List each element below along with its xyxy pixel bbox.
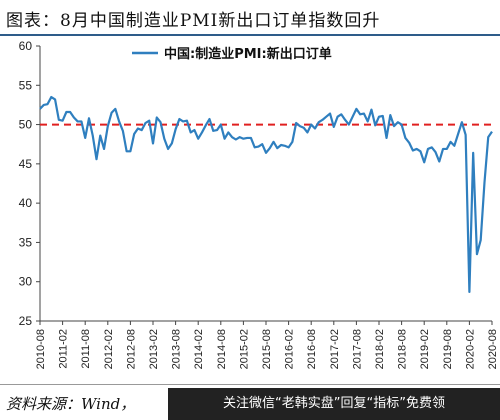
x-tick-label: 2013-08	[171, 329, 183, 369]
y-tick-label: 45	[19, 157, 33, 171]
x-tick-label: 2014-02	[193, 329, 205, 369]
x-tick-label: 2015-02	[238, 329, 250, 369]
title-divider	[0, 34, 500, 36]
x-tick-label: 2011-02	[58, 329, 70, 369]
x-tick-label: 2012-08	[125, 329, 137, 369]
legend-label: 中国:制造业PMI:新出口订单	[164, 46, 332, 62]
y-axis: 25 30 35 40 45 50 55 60	[19, 39, 41, 328]
page-title: 图表：8月中国制造业PMI新出口订单指数回升	[6, 11, 381, 31]
y-tick-label: 40	[19, 196, 33, 210]
promo-banner: 关注微信“老韩实盘”回复“指标”免费领	[168, 388, 500, 420]
x-tick-label: 2013-02	[148, 329, 160, 369]
x-tick-label: 2014-08	[216, 329, 228, 369]
x-tick-label: 2019-02	[419, 329, 431, 369]
x-tick-label: 2017-02	[329, 329, 341, 369]
y-tick-label: 30	[19, 275, 33, 289]
y-tick-label: 50	[19, 118, 33, 132]
x-tick-label: 2018-02	[374, 329, 386, 369]
x-tick-label: 2012-02	[103, 329, 115, 369]
x-tick-label: 2017-08	[351, 329, 363, 369]
x-axis: 2010-08 2011-02 2011-08 2012-02 2012-08 2013-…	[35, 320, 499, 369]
x-tick-label: 2020-08	[487, 329, 499, 369]
x-tick-label: 2010-08	[35, 329, 47, 369]
y-tick-label: 55	[19, 78, 33, 92]
x-tick-label: 2016-08	[306, 329, 318, 369]
legend: 中国:制造业PMI:新出口订单	[132, 46, 332, 62]
footer-divider	[0, 384, 500, 385]
x-tick-label: 2019-08	[442, 329, 454, 369]
y-tick-label: 60	[19, 39, 33, 53]
y-tick-label: 25	[19, 314, 33, 328]
source-note: 资料来源：Wind，	[6, 395, 136, 413]
x-tick-label: 2020-02	[464, 329, 476, 369]
x-tick-label: 2016-02	[284, 329, 296, 369]
x-tick-label: 2015-08	[261, 329, 273, 369]
series-group	[39, 95, 493, 294]
series-line-new-export-orders	[39, 95, 493, 294]
x-tick-label: 2011-08	[80, 329, 92, 369]
x-tick-label: 2018-08	[397, 329, 409, 369]
y-tick-label: 35	[19, 235, 33, 249]
